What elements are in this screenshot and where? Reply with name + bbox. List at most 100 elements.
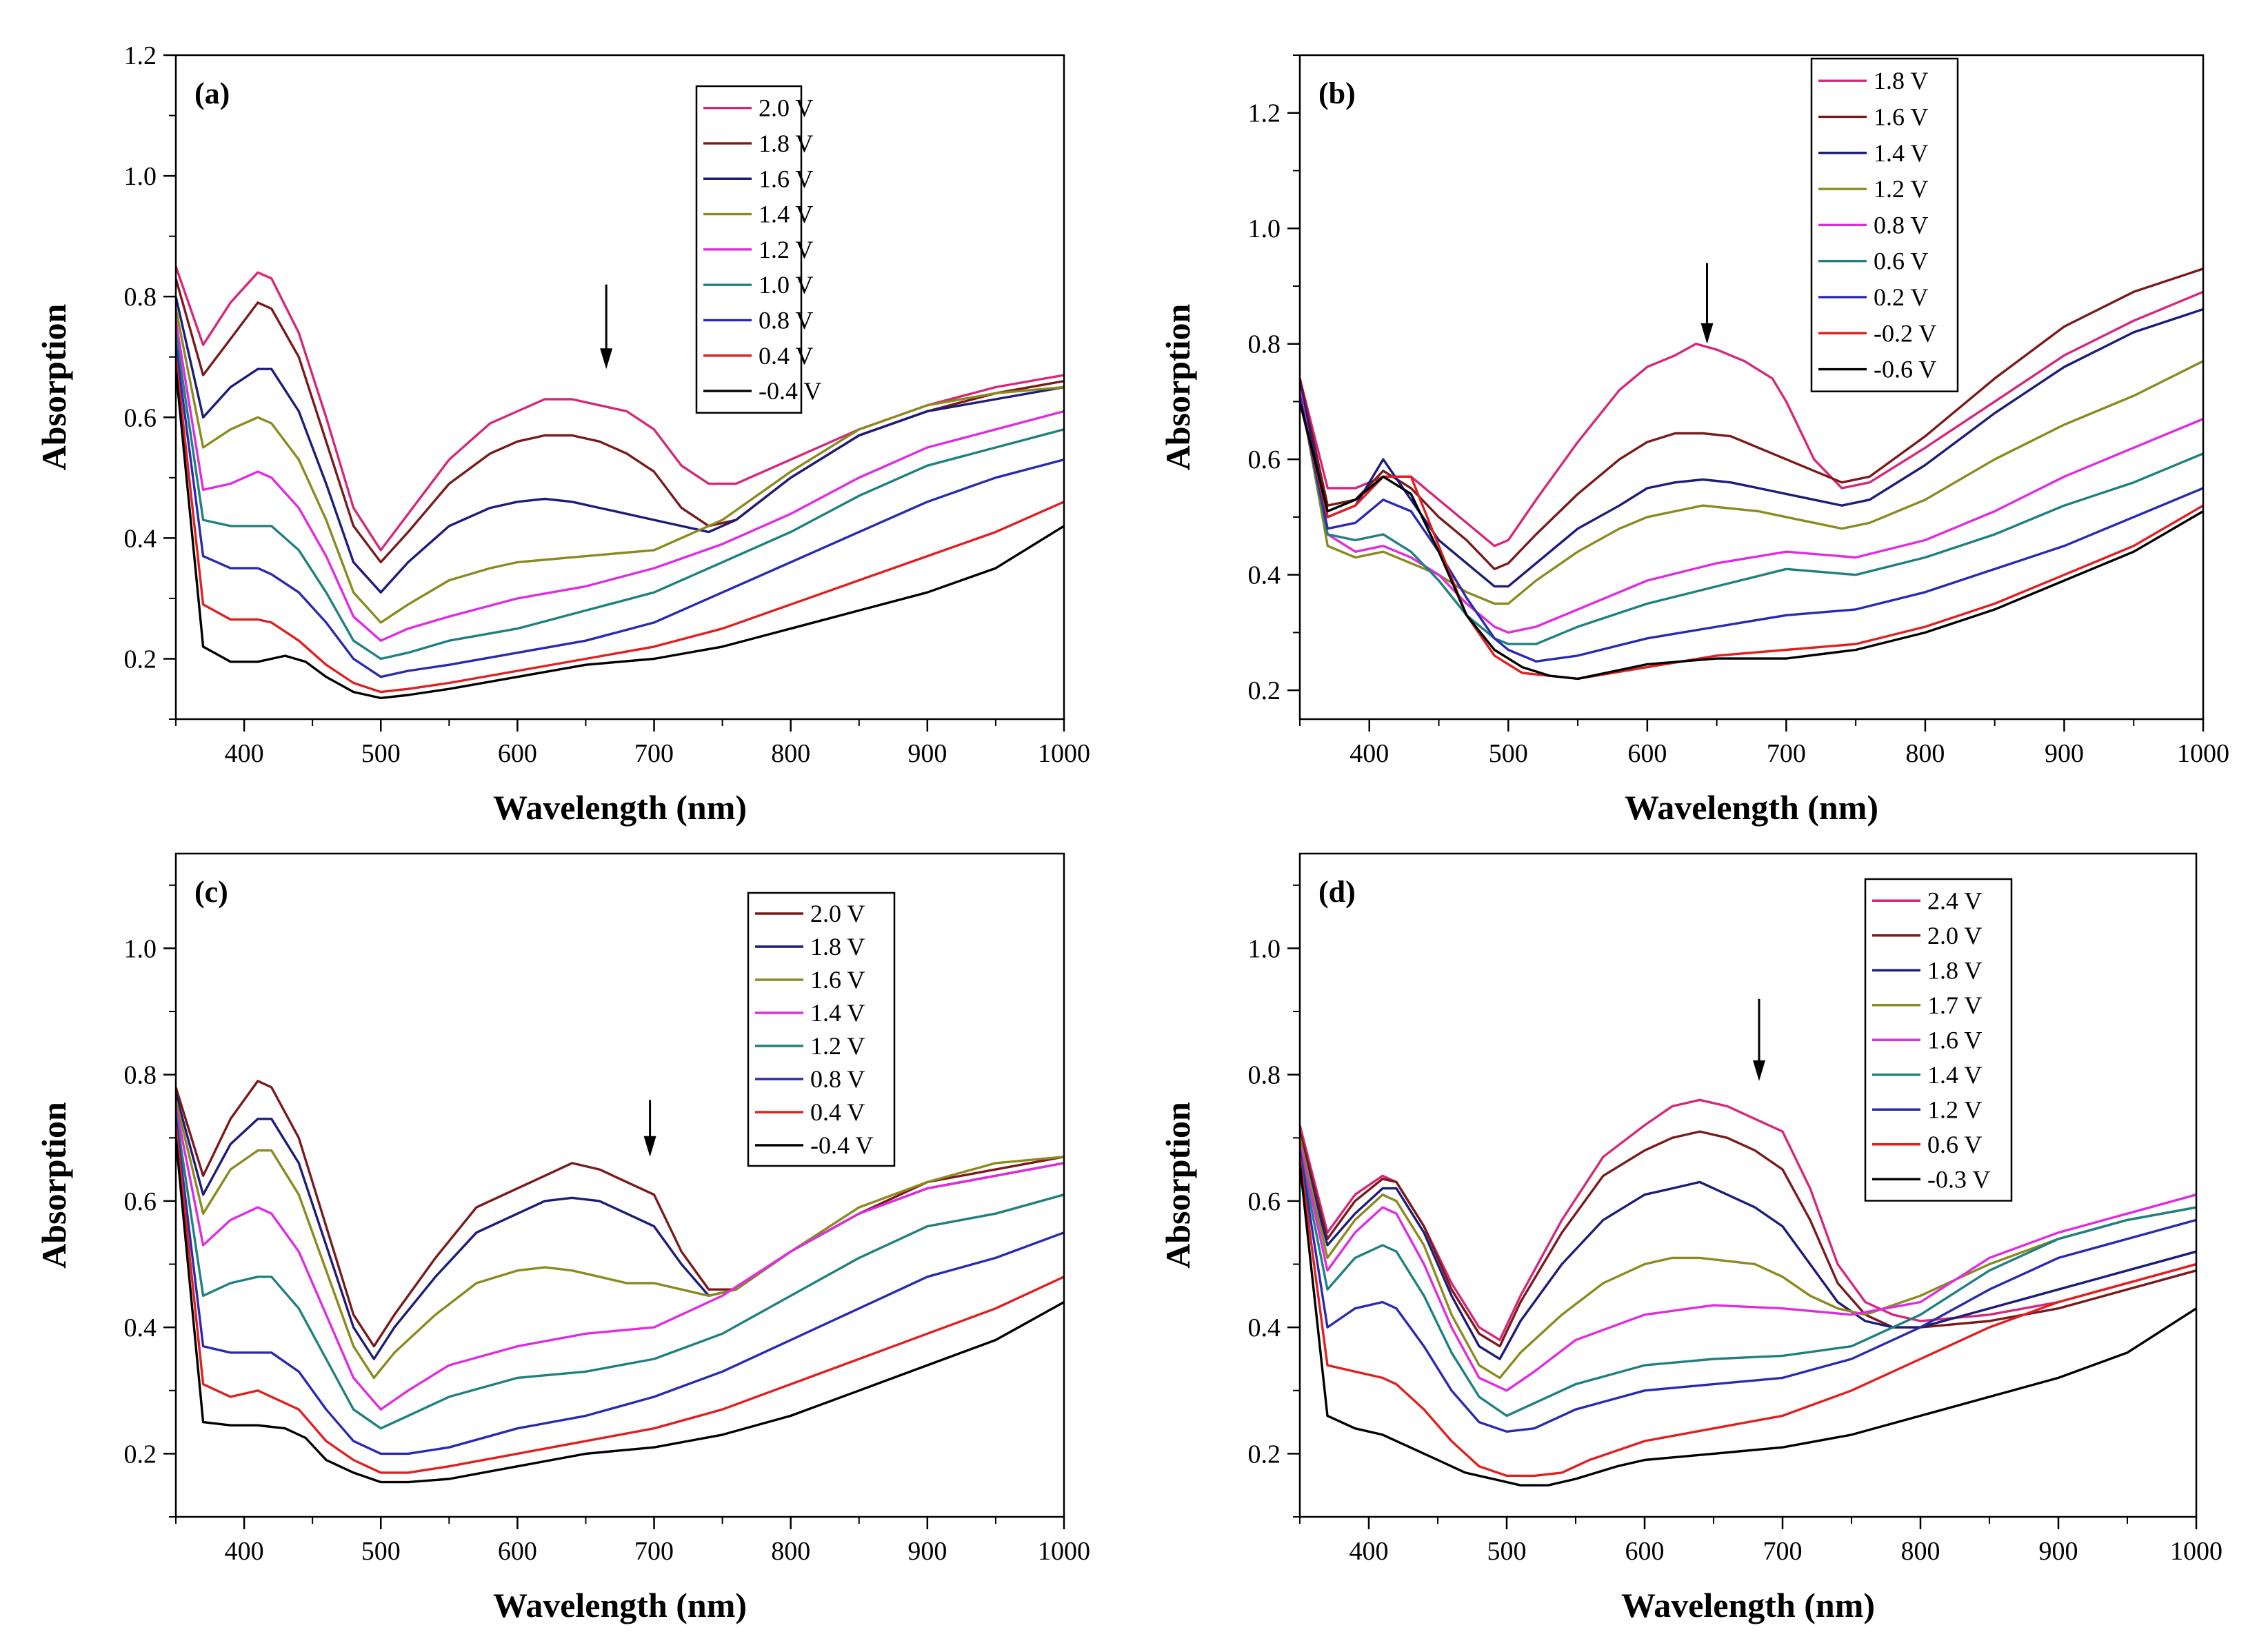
- legend-label: 2.0 V: [1927, 922, 1982, 949]
- y-tick-label: 0.2: [124, 645, 157, 674]
- series-line-1p8V: [176, 278, 1064, 564]
- y-tick-label: 1.0: [124, 162, 157, 191]
- legend-label: 1.8 V: [759, 130, 813, 157]
- legend-label: 0.4 V: [810, 1098, 865, 1126]
- legend-label: 1.6 V: [810, 966, 865, 994]
- x-axis-title: Wavelength (nm): [1621, 1586, 1875, 1624]
- legend-label: 0.2 V: [1874, 283, 1928, 311]
- legend-label: 0.4 V: [759, 342, 813, 370]
- x-tick-label: 400: [1349, 1537, 1389, 1566]
- x-tick-label: 600: [498, 1537, 537, 1566]
- series-line-0p4V: [176, 1125, 1064, 1474]
- series-line-1p4V: [176, 308, 1064, 624]
- x-tick-label: 1000: [1038, 739, 1090, 768]
- plot-frame: [1298, 54, 2205, 721]
- legend-label: 0.8 V: [1874, 211, 1928, 239]
- legend-label: 1.8 V: [1927, 956, 1982, 984]
- y-tick-label: 0.8: [1248, 330, 1281, 359]
- y-tick-label: 0.6: [124, 403, 157, 432]
- series-line-1p4V: [176, 1106, 1064, 1411]
- y-tick-label: 0.2: [124, 1440, 157, 1469]
- y-tick-label: 0.8: [124, 1061, 157, 1090]
- x-tick-label: 900: [2039, 1537, 2078, 1566]
- x-tick-label: 1000: [2177, 739, 2229, 768]
- plot-frame: [174, 852, 1065, 1518]
- chart-panel-3: 400 500 600 700 800 900 1000 0.2 0.4 0.6 0.8 1.0 Wav…: [34, 852, 1090, 1624]
- y-tick-label: 1.0: [1248, 934, 1281, 963]
- series-line-2p0V: [176, 265, 1064, 552]
- legend-label: 0.8 V: [759, 306, 813, 334]
- legend-label: 1.8 V: [810, 933, 865, 960]
- series-line-1p6V: [176, 1099, 1064, 1380]
- series-group: [1300, 268, 2203, 681]
- series-line-2p0V: [176, 1080, 1064, 1348]
- series-line-0p6V: [1300, 1156, 2196, 1478]
- legend-label: 1.2 V: [1874, 175, 1928, 203]
- legend-label: 1.7 V: [1927, 991, 1982, 1019]
- series-line-1p6V: [1300, 1144, 2196, 1392]
- y-tick-label: 0.2: [1248, 676, 1281, 705]
- x-tick-label: 800: [771, 739, 810, 768]
- legend-label: 0.6 V: [1874, 248, 1928, 275]
- legend-label: 1.4 V: [1927, 1061, 1982, 1089]
- series-line-0p8V: [176, 1118, 1064, 1455]
- series-line-2p4V: [1300, 1098, 2196, 1342]
- x-tick-label: 500: [361, 1537, 401, 1566]
- x-tick-label: 700: [634, 1537, 674, 1566]
- x-tick-label: 400: [225, 739, 264, 768]
- legend-box: [747, 892, 896, 1167]
- arrow-annotation-head: [643, 1136, 656, 1157]
- x-tick-label: 600: [498, 739, 537, 768]
- legend-label: -0.4 V: [810, 1131, 873, 1159]
- y-tick-label: 0.8: [124, 283, 157, 312]
- series-line-1p4V: [1300, 1150, 2196, 1418]
- x-tick-label: 800: [1901, 1537, 1940, 1566]
- y-tick-label: 1.0: [1248, 214, 1281, 243]
- series-line-0p4V: [176, 356, 1064, 694]
- x-tick-label: 900: [907, 1537, 947, 1566]
- x-axis-title: Wavelength (nm): [493, 1586, 747, 1624]
- panel-label: (d): [1318, 875, 1356, 909]
- series-line-1p8V: [1300, 290, 2203, 547]
- plot-frame: [1298, 852, 2198, 1518]
- series-line-0p6V: [1300, 395, 2203, 645]
- series-line--0p4V: [176, 369, 1064, 700]
- legend-label: 1.6 V: [1874, 103, 1928, 130]
- y-axis-title: Absorption: [1158, 1102, 1197, 1269]
- legend-label: 1.4 V: [1874, 139, 1928, 167]
- series-line-1p8V: [1300, 1137, 2196, 1360]
- plot-frame: [174, 54, 1065, 721]
- y-tick-label: 1.2: [1248, 99, 1281, 128]
- x-tick-label: 600: [1627, 739, 1667, 768]
- y-tick-label: 0.8: [1248, 1061, 1281, 1090]
- legend-label: 2.0 V: [759, 94, 813, 122]
- series-line-1p2V: [1300, 360, 2203, 605]
- x-tick-label: 400: [225, 1537, 264, 1566]
- panel-label: (b): [1318, 77, 1356, 110]
- x-tick-label: 900: [907, 739, 947, 768]
- series-line-1p2V: [176, 320, 1064, 642]
- legend-label: 1.6 V: [1927, 1026, 1982, 1054]
- series-line-1p7V: [1300, 1137, 2196, 1380]
- y-tick-label: 1.0: [124, 934, 157, 963]
- legend-label: 1.4 V: [759, 201, 813, 228]
- legend-label: -0.6 V: [1874, 356, 1936, 383]
- series-line-1p4V: [1300, 308, 2203, 588]
- y-axis-title: Absorption: [1158, 303, 1197, 470]
- legend-label: 1.8 V: [1874, 67, 1928, 94]
- x-tick-label: 800: [771, 1537, 810, 1566]
- arrow-annotation-head: [1753, 1060, 1765, 1081]
- series-group: [176, 265, 1064, 700]
- y-tick-label: 0.4: [124, 1313, 157, 1342]
- x-tick-label: 500: [1489, 739, 1528, 768]
- x-tick-label: 600: [1625, 1537, 1665, 1566]
- legend-label: 1.6 V: [759, 165, 813, 192]
- x-tick-label: 700: [1763, 1537, 1803, 1566]
- x-tick-label: 700: [634, 739, 674, 768]
- panel-label: (c): [194, 875, 228, 909]
- legend-label: 0.8 V: [810, 1065, 865, 1093]
- y-tick-label: 1.2: [124, 41, 157, 70]
- x-tick-label: 900: [2045, 739, 2084, 768]
- x-tick-label: 800: [1905, 739, 1945, 768]
